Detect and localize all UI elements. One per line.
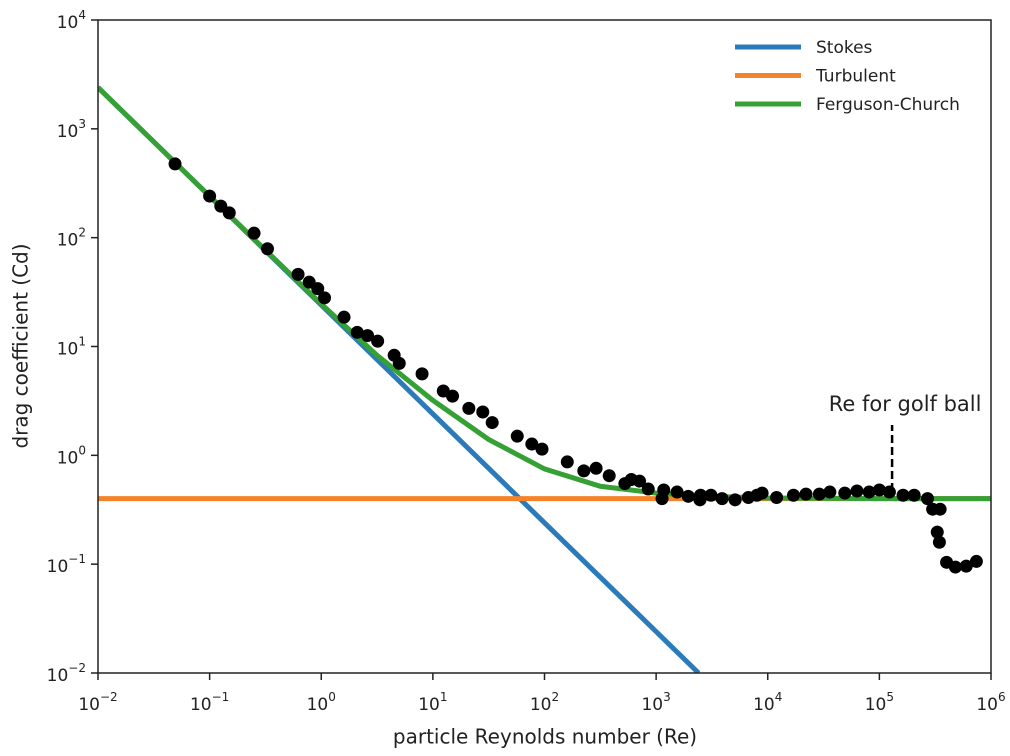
y-tick-label: 10−1 <box>47 552 86 578</box>
data-point <box>446 389 460 403</box>
data-point <box>261 242 275 256</box>
data-point <box>704 488 718 502</box>
data-point <box>872 483 886 497</box>
data-point <box>392 356 406 370</box>
data-point <box>602 469 616 483</box>
data-point <box>728 493 742 507</box>
data-point <box>838 486 852 500</box>
x-tick-label: 10−2 <box>78 690 117 716</box>
x-tick-label: 101 <box>418 690 447 716</box>
y-tick-label: 100 <box>57 443 86 469</box>
data-point <box>948 560 962 574</box>
data-point <box>933 502 947 516</box>
data-point <box>896 488 910 502</box>
data-point <box>577 464 591 478</box>
data-point <box>681 489 695 503</box>
annotation-text: Re for golf ball <box>829 392 982 416</box>
data-point <box>415 367 429 381</box>
y-tick-label: 103 <box>57 116 86 142</box>
data-point <box>657 483 671 497</box>
data-point <box>921 492 935 506</box>
legend-label: Stokes <box>816 38 873 58</box>
data-point <box>755 486 769 500</box>
data-point <box>337 310 351 324</box>
data-point <box>633 474 647 488</box>
legend-label: Turbulent <box>815 67 896 87</box>
data-point <box>350 325 364 339</box>
data-point <box>694 488 708 502</box>
data-point <box>715 492 729 506</box>
x-axis-label: particle Reynolds number (Re) <box>393 725 697 749</box>
data-point <box>799 487 813 501</box>
x-tick-label: 103 <box>641 690 670 716</box>
data-point <box>850 484 864 498</box>
data-point <box>462 401 476 415</box>
data-point <box>882 485 896 499</box>
data-point <box>907 488 921 502</box>
data-point <box>823 485 837 499</box>
x-tick-label: 105 <box>865 690 894 716</box>
data-point <box>589 461 603 475</box>
y-axis-label: drag coefficient (Cd) <box>9 243 33 448</box>
data-point <box>786 488 800 502</box>
x-tick-label: 100 <box>307 690 336 716</box>
data-point <box>560 455 574 469</box>
data-point <box>318 291 332 305</box>
data-point <box>525 437 539 451</box>
data-point <box>168 157 182 171</box>
x-tick-label: 104 <box>753 690 782 716</box>
data-point <box>222 206 236 220</box>
plot-frame <box>97 19 992 674</box>
data-point <box>361 329 375 343</box>
x-tick-label: 10−1 <box>190 690 229 716</box>
y-tick-label: 10−2 <box>47 661 86 687</box>
data-point <box>770 490 784 504</box>
data-point <box>535 442 549 456</box>
data-point <box>291 267 305 281</box>
x-tick-label: 102 <box>530 690 559 716</box>
data-point <box>670 485 684 499</box>
y-tick-label: 101 <box>57 334 86 360</box>
y-tick-label: 104 <box>57 8 86 34</box>
data-point <box>311 282 325 296</box>
data-point <box>476 405 490 419</box>
data-point <box>862 485 876 499</box>
data-point <box>930 525 944 539</box>
data-point <box>641 482 655 496</box>
data-point <box>247 226 261 240</box>
data-point <box>485 416 499 430</box>
y-tick-label: 102 <box>57 225 86 251</box>
plot-area <box>98 85 991 673</box>
series-line <box>98 85 991 502</box>
data-point <box>932 535 946 549</box>
data-point <box>812 487 826 501</box>
data-point <box>371 334 385 348</box>
data-point <box>959 559 973 573</box>
data-point <box>969 554 983 568</box>
data-point <box>510 429 524 443</box>
legend-label: Ferguson-Church <box>816 95 960 115</box>
x-tick-label: 106 <box>976 690 1005 716</box>
data-point <box>203 189 217 203</box>
